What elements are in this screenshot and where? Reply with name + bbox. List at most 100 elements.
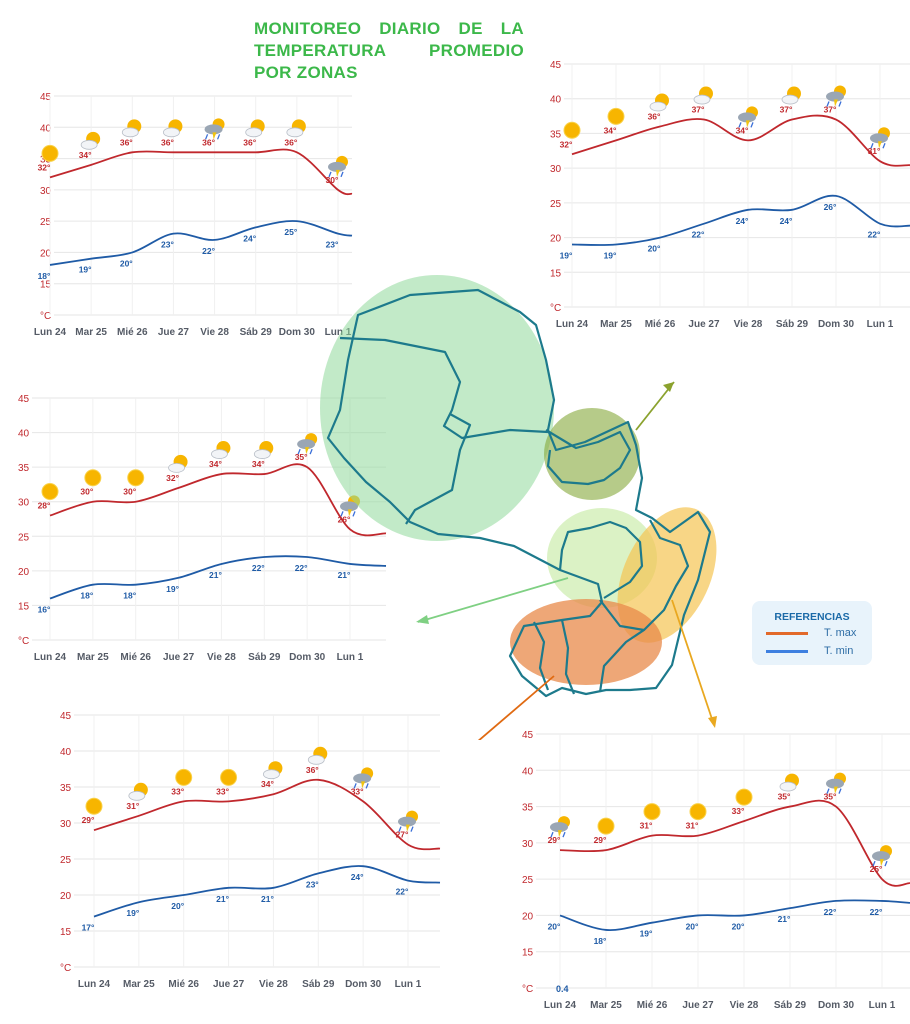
max-data-label: 32° bbox=[38, 162, 51, 172]
max-series-line bbox=[559, 799, 910, 887]
partly-cloudy-icon bbox=[779, 773, 799, 792]
min-data-label: 22° bbox=[252, 563, 265, 573]
x-tick-label: Sáb 29 bbox=[776, 319, 809, 330]
storm-icon bbox=[204, 118, 225, 140]
partly-cloudy-icon bbox=[80, 131, 101, 150]
sun-icon bbox=[563, 121, 581, 139]
x-tick-label: Lun 24 bbox=[544, 1000, 577, 1011]
partly-cloudy-icon bbox=[286, 119, 306, 138]
y-tick-label: 25 bbox=[550, 199, 562, 210]
min-data-label: 19° bbox=[166, 584, 179, 594]
partly-cloudy-icon bbox=[128, 782, 148, 801]
min-data-label: 20° bbox=[171, 901, 184, 911]
min-data-label: 22° bbox=[870, 907, 883, 917]
max-data-label: 33° bbox=[171, 786, 184, 796]
arrow-este bbox=[671, 599, 715, 726]
max-data-label: 34° bbox=[209, 459, 222, 469]
x-tick-label: Lun 24 bbox=[78, 979, 111, 990]
y-tick-label: 40 bbox=[522, 766, 534, 777]
y-tick-label: 15 bbox=[522, 948, 534, 959]
x-tick-label: Mié 26 bbox=[168, 979, 199, 990]
y-tick-label: 20 bbox=[550, 234, 562, 245]
partly-cloudy-icon bbox=[211, 441, 231, 459]
storm-icon bbox=[826, 85, 846, 107]
min-data-label: 22° bbox=[824, 907, 837, 917]
x-tick-label: Sáb 29 bbox=[302, 979, 335, 990]
x-tick-label: Lun 1 bbox=[325, 327, 352, 338]
zone-sur-ellipse bbox=[510, 599, 662, 685]
y-tick-label: °C bbox=[60, 963, 71, 974]
min-data-label: 20° bbox=[548, 921, 561, 931]
x-tick-label: Dom 30 bbox=[818, 1000, 855, 1011]
max-data-label: 32° bbox=[166, 473, 179, 483]
x-tick-label: Mar 25 bbox=[600, 319, 632, 330]
y-tick-label: 45 bbox=[18, 394, 30, 405]
max-data-label: 31° bbox=[686, 821, 699, 831]
min-data-label: 22° bbox=[295, 563, 308, 573]
max-data-label: 30° bbox=[123, 487, 136, 497]
sun-icon bbox=[41, 144, 59, 162]
y-tick-label: 30 bbox=[550, 164, 562, 175]
legend-item-max: T. max bbox=[766, 627, 856, 639]
y-tick-label: 25 bbox=[60, 855, 72, 866]
y-tick-label: 45 bbox=[40, 92, 52, 103]
max-data-label: 36° bbox=[284, 137, 297, 147]
y-tick-label: 20 bbox=[40, 248, 52, 259]
y-tick-label: 20 bbox=[60, 891, 72, 902]
zone-arrows bbox=[416, 381, 717, 740]
max-data-label: 33° bbox=[732, 806, 745, 816]
min-series-line bbox=[559, 899, 910, 931]
min-data-label: 18° bbox=[80, 591, 93, 601]
zone-norte-ellipse bbox=[544, 408, 640, 500]
max-data-label: 36° bbox=[161, 137, 174, 147]
x-tick-label: Mié 26 bbox=[120, 652, 151, 663]
storm-icon bbox=[550, 816, 570, 838]
min-data-label: 24° bbox=[351, 872, 364, 882]
y-tick-label: 45 bbox=[522, 730, 534, 741]
min-data-label: 16° bbox=[38, 605, 51, 615]
legend: REFERENCIAS T. max T. min bbox=[752, 601, 872, 665]
legend-swatch-max bbox=[766, 631, 808, 635]
min-data-label: 24° bbox=[243, 233, 256, 243]
y-tick-label: 15 bbox=[550, 268, 562, 279]
min-data-label: 21° bbox=[261, 894, 274, 904]
x-tick-label: Jue 27 bbox=[682, 1000, 714, 1011]
zone-map bbox=[320, 275, 717, 740]
max-data-label: 36° bbox=[306, 765, 319, 775]
chart-zone-norte: 45 40 35 30 25 20 15 °C Lun 24 Mar 25 Mié 26 Jue 27… bbox=[528, 54, 910, 334]
arrow-centro-head bbox=[416, 615, 429, 624]
min-data-label: 18° bbox=[123, 591, 136, 601]
partly-cloudy-icon bbox=[649, 93, 669, 112]
chart-zone-este: 45 40 35 30 25 20 15 °C Lun 24 Mar 25 Mié 26 Jue 27… bbox=[508, 724, 910, 1022]
max-data-label: 25° bbox=[870, 864, 883, 874]
zone-este-ellipse bbox=[617, 507, 717, 643]
y-tick-label: 45 bbox=[60, 711, 72, 722]
sun-icon bbox=[127, 469, 145, 487]
partly-cloudy-icon bbox=[245, 119, 265, 138]
x-tick-label: Jue 27 bbox=[688, 319, 720, 330]
max-data-label: 36° bbox=[202, 137, 215, 147]
min-data-label: 18° bbox=[38, 271, 51, 281]
y-tick-label: 30 bbox=[522, 839, 534, 850]
storm-icon bbox=[297, 433, 318, 455]
x-tick-label: Dom 30 bbox=[345, 979, 382, 990]
max-data-label: 29° bbox=[594, 835, 607, 845]
sun-icon bbox=[175, 768, 193, 786]
legend-label-min: T. min bbox=[824, 645, 854, 657]
min-series-line bbox=[93, 865, 441, 918]
sun-icon bbox=[597, 817, 615, 835]
max-data-label: 31° bbox=[868, 146, 881, 156]
max-data-label: 26° bbox=[338, 514, 351, 524]
y-tick-label: 25 bbox=[18, 532, 30, 543]
y-tick-label: °C bbox=[550, 303, 561, 314]
arrow-centro bbox=[417, 577, 569, 623]
partly-cloudy-icon bbox=[168, 454, 188, 473]
x-tick-label: Jue 27 bbox=[213, 979, 245, 990]
max-data-label: 37° bbox=[780, 105, 793, 115]
legend-label-max: T. max bbox=[824, 627, 857, 639]
y-tick-label: 30 bbox=[40, 186, 52, 197]
max-data-label: 27° bbox=[396, 830, 409, 840]
